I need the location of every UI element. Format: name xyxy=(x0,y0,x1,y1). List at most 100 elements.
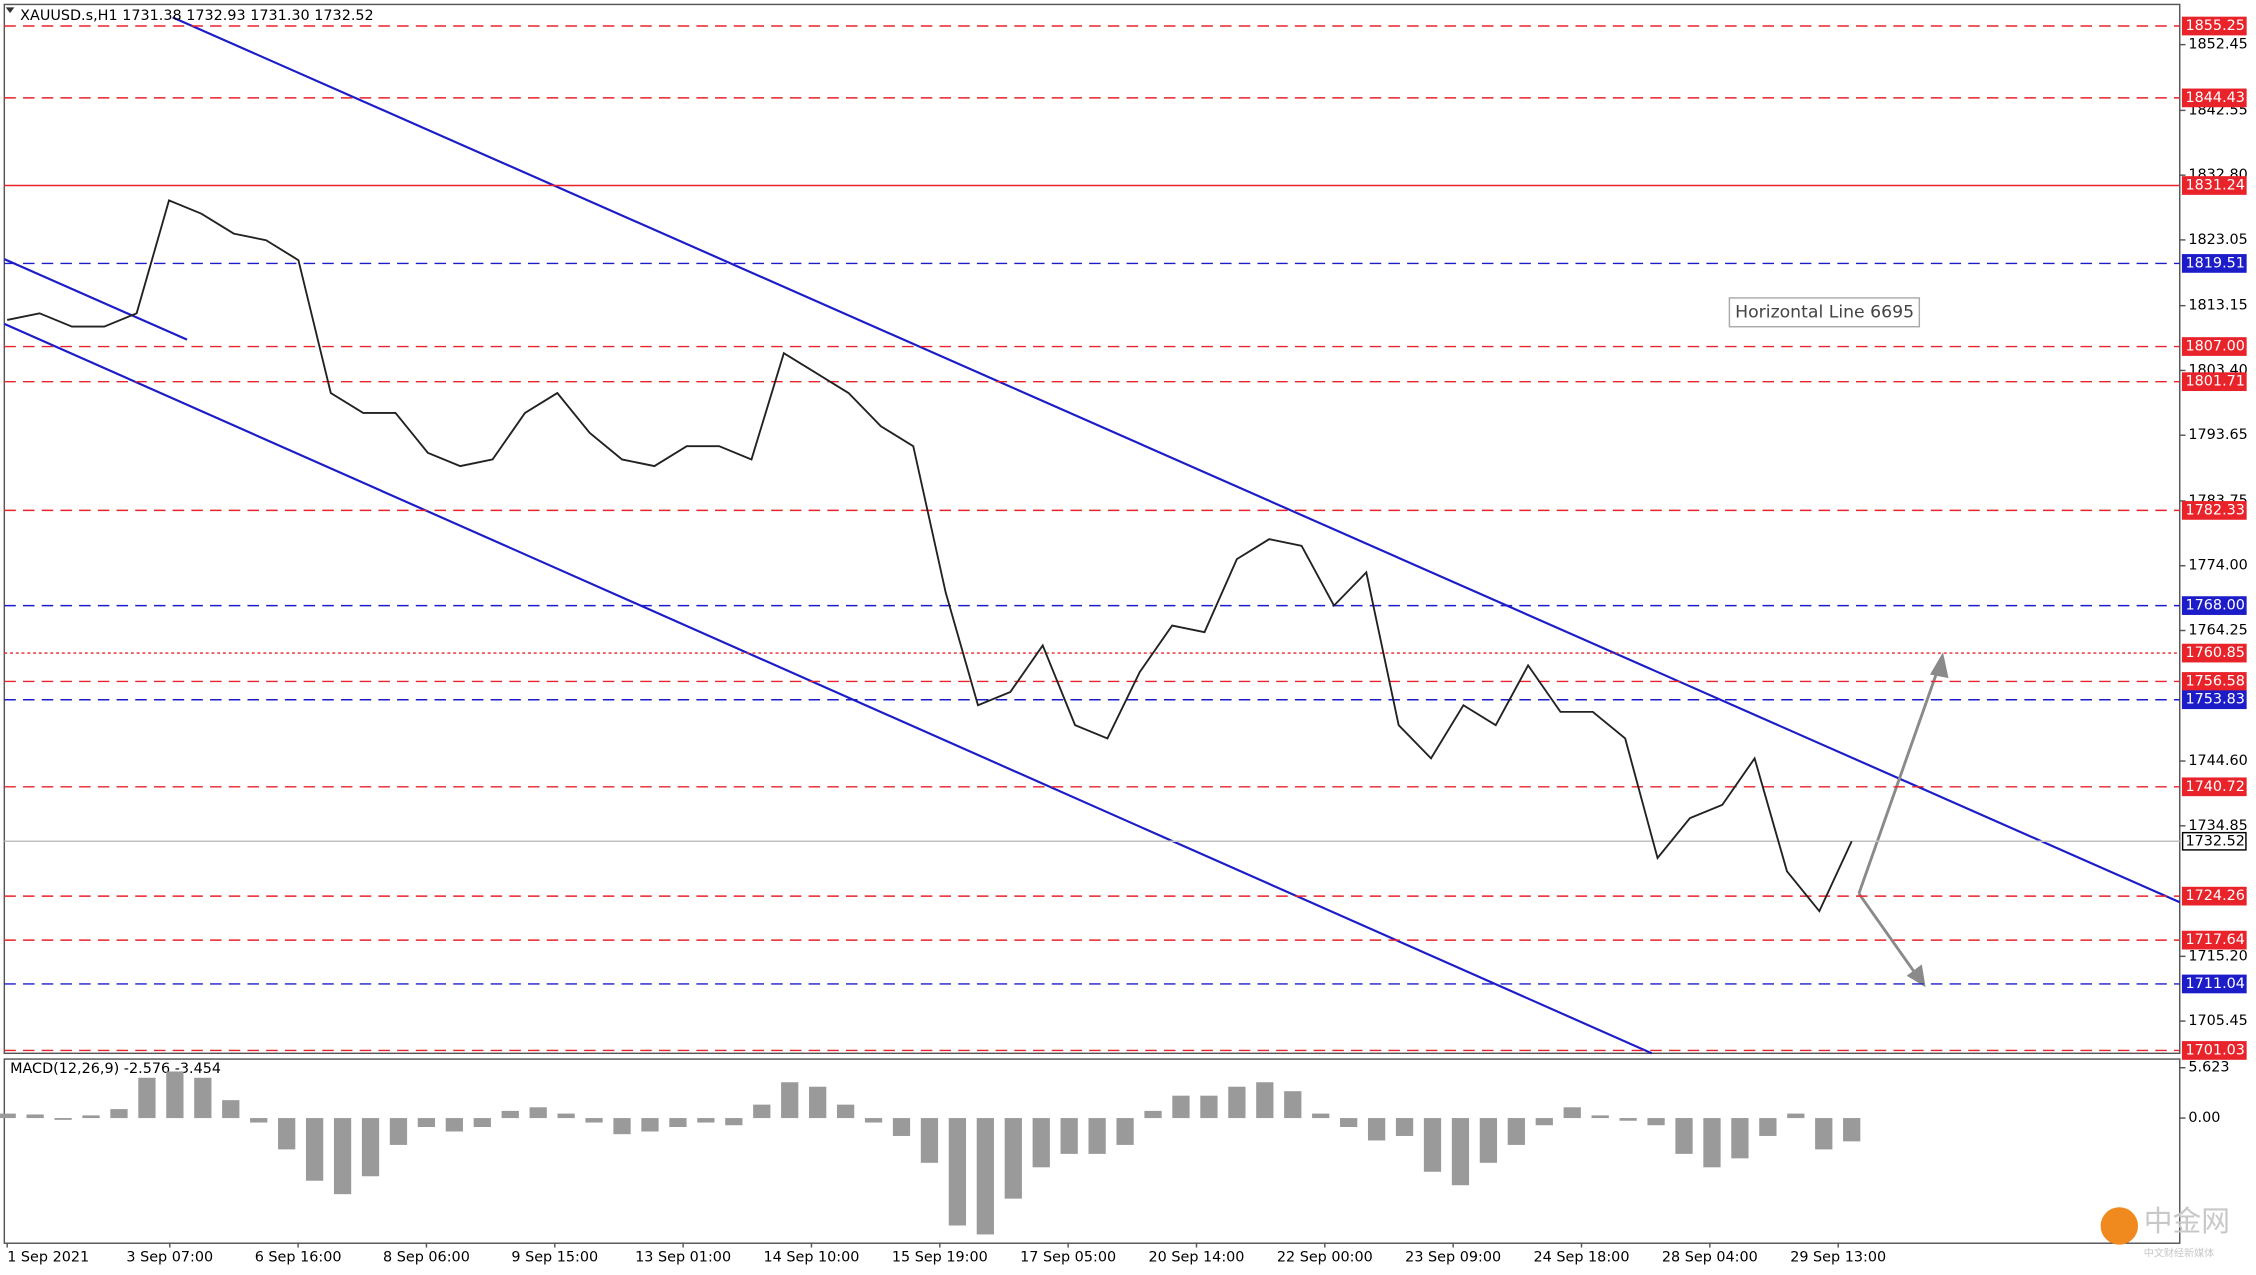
macd-bar xyxy=(781,1082,799,1119)
macd-bar xyxy=(1088,1118,1106,1154)
annotation-box xyxy=(1728,297,1921,328)
x-tick-label: 22 Sep 00:00 xyxy=(1277,1250,1373,1266)
macd-bar xyxy=(1060,1118,1078,1154)
header-marker xyxy=(5,7,15,14)
y-tick-label: 1734.85 xyxy=(2188,818,2247,834)
channel-upper-left xyxy=(3,258,188,341)
macd-bar xyxy=(501,1110,519,1119)
macd-bar xyxy=(529,1107,547,1119)
x-tick-label: 9 Sep 15:00 xyxy=(511,1250,598,1266)
level-label: 1753.83 xyxy=(2186,692,2245,708)
arrow-down xyxy=(1857,892,1920,978)
level-label: 1807.00 xyxy=(2186,339,2245,355)
macd-bar xyxy=(1200,1095,1218,1119)
x-tick-label: 8 Sep 06:00 xyxy=(383,1250,470,1266)
level-label-box xyxy=(2181,372,2247,392)
macd-frame xyxy=(3,1058,2181,1244)
x-tick-label: 14 Sep 10:00 xyxy=(763,1250,859,1266)
level-label: 1844.43 xyxy=(2186,90,2245,106)
level-label-box xyxy=(2181,501,2247,520)
macd-bar xyxy=(278,1118,296,1150)
y-tick-label: 1793.65 xyxy=(2188,427,2247,443)
macd-bar xyxy=(1787,1113,1805,1119)
macd-bar xyxy=(333,1118,352,1195)
level-label: 1711.04 xyxy=(2186,976,2245,992)
macd-bar xyxy=(82,1115,100,1119)
macd-bar xyxy=(557,1113,575,1119)
level-label-box xyxy=(2181,176,2247,195)
y-tick-label: 1715.20 xyxy=(2188,948,2247,964)
level-label: 1724.26 xyxy=(2186,888,2245,904)
level-label: 1768.00 xyxy=(2186,598,2245,614)
x-tick-label: 17 Sep 05:00 xyxy=(1020,1250,1116,1266)
level-label: 1855.25 xyxy=(2186,18,2245,34)
level-label-box xyxy=(2181,690,2247,710)
macd-bar xyxy=(585,1118,603,1123)
macd-bar xyxy=(1423,1118,1442,1172)
macd-bar xyxy=(920,1118,939,1163)
macd-bar xyxy=(1591,1115,1609,1119)
macd-bar xyxy=(976,1118,994,1235)
macd-bar xyxy=(697,1118,715,1123)
level-label-box xyxy=(2181,672,2247,691)
arrow-up xyxy=(1857,664,1941,895)
level-label: 1831.24 xyxy=(2186,178,2245,194)
macd-bar xyxy=(669,1118,687,1128)
x-tick-label: 15 Sep 19:00 xyxy=(892,1250,988,1266)
macd-bar xyxy=(194,1077,212,1119)
y-tick-label: 1823.05 xyxy=(2188,232,2247,248)
macd-bar xyxy=(1703,1118,1721,1168)
header: XAUUSD.s,H1 1731.38 1732.93 1731.30 1732… xyxy=(20,8,374,24)
macd-bar xyxy=(1563,1107,1581,1119)
channel-lower xyxy=(3,322,1653,1055)
arrow-head xyxy=(1906,964,1926,988)
x-tick-label: 3 Sep 07:00 xyxy=(126,1250,213,1266)
macd-bar xyxy=(864,1118,883,1123)
level-label-box xyxy=(2181,337,2247,356)
macd-bar xyxy=(1256,1082,1274,1119)
x-tick-label: 13 Sep 01:00 xyxy=(635,1250,731,1266)
macd-bar xyxy=(1284,1091,1302,1119)
level-label: 1701.03 xyxy=(2186,1042,2245,1058)
y-tick-label: 5.623 xyxy=(2188,1060,2229,1076)
macd-bar xyxy=(809,1086,827,1119)
watermark: 中金网 xyxy=(2144,1204,2230,1238)
y-tick-label: 0.00 xyxy=(2188,1110,2220,1126)
level-label: 1740.72 xyxy=(2186,779,2245,795)
level-label-box xyxy=(2181,643,2247,663)
y-tick-label: 1764.25 xyxy=(2188,623,2247,639)
watermark-sub: 中文财经新媒体 xyxy=(2144,1246,2214,1259)
level-label: 1760.85 xyxy=(2186,645,2245,661)
macd-bar xyxy=(1731,1118,1749,1159)
x-tick-label: 20 Sep 14:00 xyxy=(1149,1250,1245,1266)
macd-bar xyxy=(753,1104,771,1119)
level-label-box xyxy=(2181,254,2247,273)
macd-bar xyxy=(166,1071,184,1119)
macd-bar xyxy=(473,1118,491,1128)
x-tick-label: 6 Sep 16:00 xyxy=(255,1250,342,1266)
y-tick-label: 1774.00 xyxy=(2188,558,2247,574)
arrow-head xyxy=(1930,652,1949,679)
macd-bar xyxy=(892,1118,911,1136)
macd-bar xyxy=(1675,1118,1693,1154)
annotation: Horizontal Line 6695 xyxy=(1735,302,1914,322)
macd-bar xyxy=(1535,1118,1553,1126)
channel-upper xyxy=(172,16,2181,904)
macd-bar xyxy=(1367,1118,1386,1141)
macd-bar xyxy=(250,1118,268,1123)
macd-bar xyxy=(417,1118,436,1128)
macd-bar xyxy=(445,1118,463,1132)
y-tick-label: 1744.60 xyxy=(2188,753,2247,769)
macd-bar xyxy=(613,1118,631,1135)
level-label-box xyxy=(2181,886,2247,906)
level-label-box xyxy=(2181,974,2247,994)
y-tick-label: 1852.45 xyxy=(2188,37,2247,53)
macd-bar xyxy=(836,1104,855,1119)
level-label: 1717.64 xyxy=(2186,932,2245,948)
level-label: 1756.58 xyxy=(2186,673,2245,689)
macd-bar xyxy=(641,1118,659,1132)
x-tick-label: 29 Sep 13:00 xyxy=(1790,1250,1886,1266)
macd-bar xyxy=(1843,1118,1861,1142)
